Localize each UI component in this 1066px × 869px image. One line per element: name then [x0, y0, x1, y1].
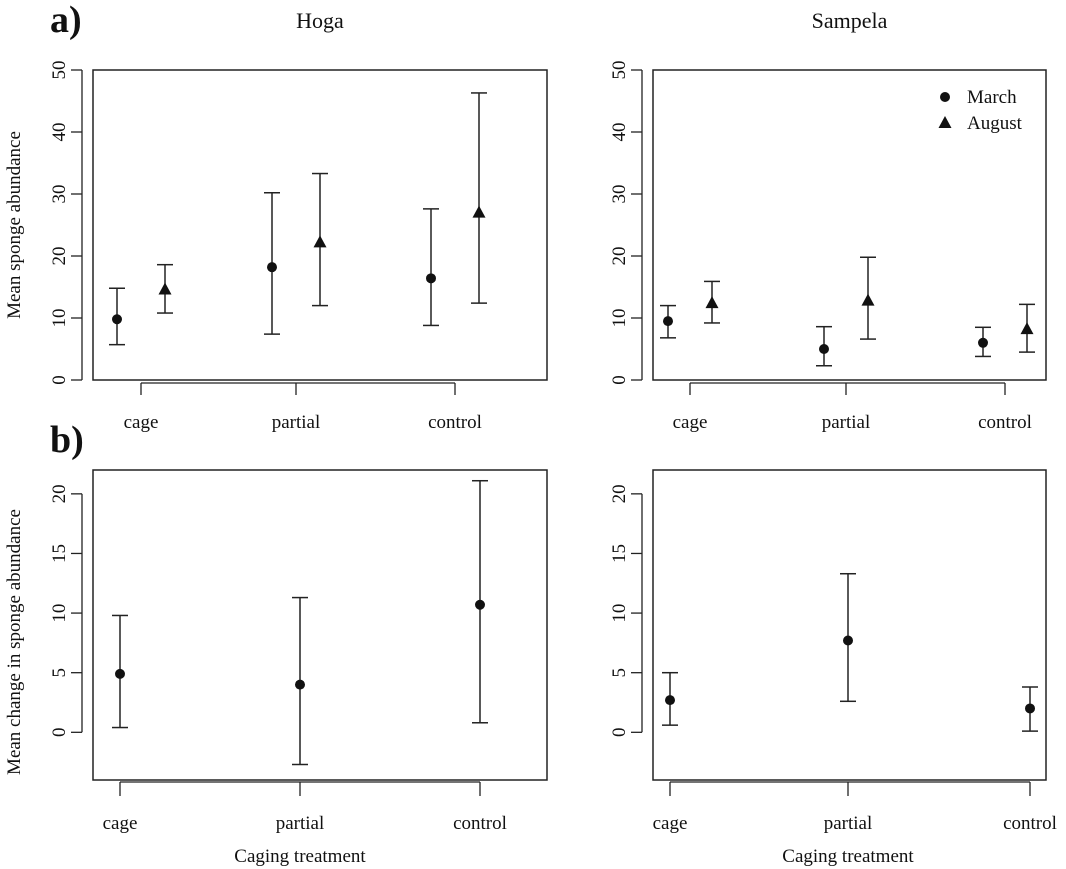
panel-2: Sampela 0 10 20 30 40 50 cage partial control Marc…	[609, 8, 1047, 433]
y-tick-label: 50	[609, 61, 630, 80]
x-tick-label: cage	[673, 412, 708, 433]
data-point-circle	[115, 668, 125, 679]
legend-label: March	[967, 87, 1017, 108]
data-point-triangle	[158, 282, 172, 295]
y-tick-label: 20	[49, 484, 70, 503]
xlabel-left: Caging treatment	[234, 846, 366, 867]
data-point-circle	[426, 273, 436, 284]
data-point-triangle	[472, 205, 486, 218]
y-tick-label: 20	[609, 247, 630, 266]
ylabel-row-a: Mean sponge abundance	[4, 131, 25, 319]
x-tick-label: control	[428, 412, 482, 433]
data-point-circle	[819, 344, 829, 354]
x-tick-label: partial	[276, 813, 325, 834]
y-tick-label: 10	[49, 309, 70, 328]
data-point-circle	[295, 679, 305, 690]
panel-3: 0 5 10 15 20 cage partial control	[49, 469, 548, 834]
y-tick-label: 10	[609, 604, 630, 623]
data-point-circle	[843, 635, 853, 646]
plot-frame	[652, 69, 1047, 381]
x-tick-label: partial	[822, 412, 871, 433]
y-tick-label: 0	[49, 375, 70, 385]
x-tick-label: cage	[103, 813, 138, 834]
y-tick-label: 20	[49, 247, 70, 266]
y-tick-label: 15	[49, 544, 70, 563]
ylabel-row-b: Mean change in sponge abundance	[4, 509, 25, 775]
y-tick-label: 40	[609, 123, 630, 142]
legend: March August	[938, 87, 1023, 134]
data-point-circle	[475, 599, 485, 610]
y-tick-label: 5	[609, 668, 630, 678]
x-tick-label: partial	[824, 813, 873, 834]
y-tick-label: 5	[49, 668, 70, 678]
xlabel-right: Caging treatment	[782, 846, 914, 867]
x-tick-label: cage	[653, 813, 688, 834]
panel-4: 0 5 10 15 20 cage partial control	[609, 469, 1057, 834]
y-tick-label: 15	[609, 544, 630, 563]
y-tick-label: 10	[49, 604, 70, 623]
data-point-circle	[112, 314, 122, 325]
plot-frame	[652, 469, 1047, 781]
data-point-triangle	[313, 235, 327, 248]
data-point-circle	[978, 337, 988, 348]
data-point-triangle	[861, 293, 875, 306]
y-tick-label: 0	[49, 728, 70, 738]
panel-title: Sampela	[812, 8, 888, 33]
data-point-triangle	[1020, 322, 1034, 335]
y-tick-label: 10	[609, 309, 630, 328]
data-point-circle	[1025, 703, 1035, 714]
x-tick-label: partial	[272, 412, 321, 433]
data-point-triangle	[705, 296, 719, 309]
y-tick-label: 30	[609, 185, 630, 204]
x-tick-label: control	[453, 813, 507, 834]
y-tick-label: 40	[49, 123, 70, 142]
data-point-circle	[663, 316, 673, 327]
x-tick-label: control	[1003, 813, 1057, 834]
data-point-circle	[267, 262, 277, 273]
y-tick-label: 20	[609, 484, 630, 503]
plot-frame	[92, 69, 548, 381]
data-point-circle	[665, 695, 675, 706]
panel-label-b: b)	[50, 419, 84, 461]
legend-marker-triangle	[938, 116, 952, 128]
panel-1: Hoga 0 10 20 30 40 50 cage partial control	[49, 8, 548, 433]
y-tick-label: 0	[609, 375, 630, 385]
legend-marker-circle	[940, 92, 950, 102]
x-tick-label: cage	[124, 412, 159, 433]
panel-label-a: a)	[50, 0, 82, 41]
y-tick-label: 30	[49, 185, 70, 204]
panel-title: Hoga	[296, 8, 344, 33]
legend-label: August	[967, 113, 1023, 134]
plot-frame	[92, 469, 548, 781]
y-tick-label: 50	[49, 61, 70, 80]
y-tick-label: 0	[609, 728, 630, 738]
x-tick-label: control	[978, 412, 1032, 433]
